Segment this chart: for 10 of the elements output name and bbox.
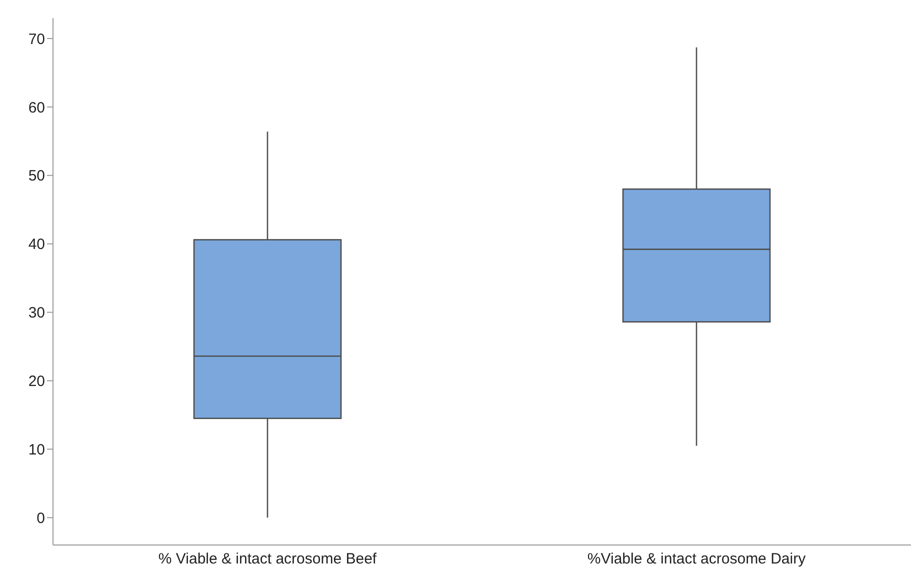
y-tick-label: 40 (28, 236, 45, 254)
y-tick-label: 10 (28, 442, 45, 459)
y-tick-label: 70 (28, 30, 45, 48)
y-tick-label: 0 (36, 510, 45, 527)
x-tick-label: %Viable & intact acrosome Dairy (587, 550, 806, 568)
x-tick-label: % Viable & intact acrosome Beef (158, 550, 378, 568)
y-tick-label: 20 (28, 373, 45, 390)
y-tick-label: 50 (28, 168, 45, 185)
y-tick-label: 30 (28, 304, 45, 322)
y-tick-label: 60 (28, 99, 45, 116)
